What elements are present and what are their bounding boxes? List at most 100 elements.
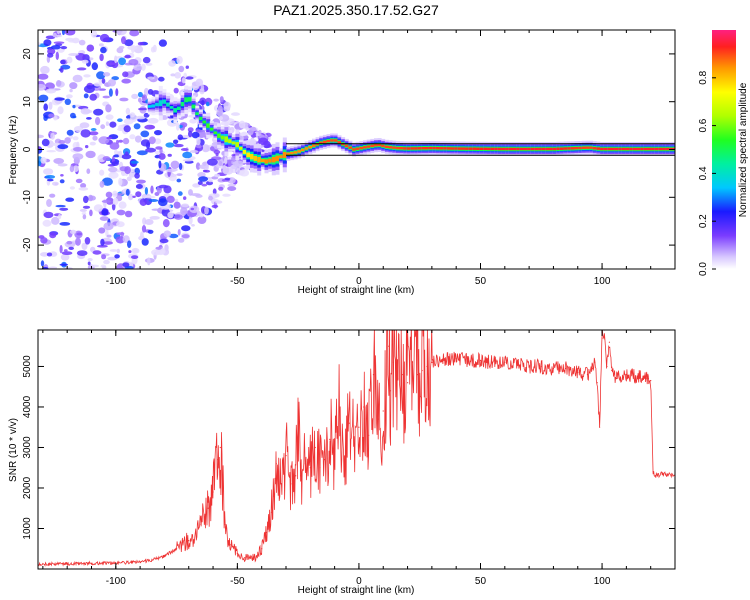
heatmap-cell (222, 193, 231, 197)
heatmap-cell (87, 261, 91, 266)
snr-point (334, 450, 336, 453)
heatmap-cell (177, 229, 181, 236)
heatmap-cell (552, 147, 557, 151)
snr-point (650, 380, 652, 382)
heatmap-cell (621, 147, 626, 151)
heatmap-cell (81, 212, 87, 215)
snr-y-tick-label: 3000 (22, 436, 33, 459)
snr-point (599, 426, 601, 428)
heatmap-cell (137, 91, 143, 98)
heatmap-cell (165, 142, 175, 148)
snr-point (416, 374, 418, 376)
heatmap-cell (177, 106, 181, 110)
snr-point (402, 374, 404, 376)
heatmap-cell (54, 97, 65, 101)
snr-x-tick-label: 0 (356, 576, 362, 587)
snr-series (38, 330, 675, 567)
heatmap-cell (417, 147, 422, 150)
heatmap-cell (88, 194, 94, 202)
heatmap-cell (133, 123, 141, 130)
snr-point (200, 523, 202, 526)
heatmap-cell (58, 213, 62, 220)
heatmap-cell (137, 41, 144, 46)
heatmap-cell (60, 46, 68, 50)
heatmap-cell (135, 184, 143, 189)
snr-point (329, 438, 331, 440)
heatmap-cell (147, 105, 152, 108)
snr-point (297, 414, 299, 416)
heatmap-cell (301, 148, 305, 152)
heatmap-cell (330, 139, 335, 142)
heatmap-cell (103, 259, 110, 265)
heatmap-cell (66, 129, 74, 136)
heatmap-cell (242, 150, 247, 154)
heatmap-cell (497, 147, 502, 151)
heatmap-cell (63, 249, 68, 252)
snr-point (275, 463, 277, 465)
heatmap-cell (45, 88, 57, 94)
heatmap-cell (112, 190, 118, 198)
heatmap-cell (151, 104, 156, 108)
heatmap-cell (59, 263, 69, 266)
heatmap-cell (38, 73, 49, 80)
heatmap-cell (80, 108, 91, 115)
heatmap-cell (188, 189, 193, 196)
snr-point (314, 446, 316, 449)
heatmap-cell (43, 211, 54, 219)
heatmap-cell (87, 258, 93, 262)
heatmap-cell (169, 106, 174, 109)
heatmap-cell (79, 208, 87, 212)
heatmap-cell (175, 122, 180, 131)
heatmap-cell (173, 87, 179, 94)
colorbar-tick-label: 0.4 (698, 166, 709, 180)
heatmap-cell (113, 154, 120, 158)
heatmap-cell (206, 101, 210, 107)
heatmap-cell (208, 179, 213, 183)
heatmap-cell (134, 167, 141, 175)
heatmap-cell (102, 95, 111, 99)
heatmap-cell (118, 177, 123, 186)
heatmap-cell (636, 147, 641, 151)
heatmap-cell (106, 136, 113, 140)
heatmap-cell (82, 214, 87, 220)
heatmap-cell (155, 146, 163, 150)
snr-point (611, 369, 613, 372)
heatmap-cell (212, 188, 217, 195)
snr-y-tick-label: 1000 (22, 517, 33, 540)
heatmap-cell (90, 128, 97, 131)
heatmap-cell (483, 147, 488, 150)
heatmap-cell (159, 238, 169, 244)
heatmap-cell (201, 144, 210, 153)
heatmap-cell (589, 146, 594, 149)
heatmap-cell (180, 148, 189, 151)
snr-point (368, 434, 370, 436)
colorbar: 0.0 0.2 0.4 0.6 0.8 Normalized spectral ampl… (698, 30, 749, 276)
heatmap-cell (80, 129, 91, 138)
heatmap-cell (81, 59, 89, 64)
heatmap-cell (66, 94, 73, 99)
heatmap-cell (101, 177, 113, 186)
heatmap-cell (178, 238, 185, 243)
heatmap-cell (83, 195, 89, 204)
heatmap-cell (103, 72, 111, 77)
heatmap-cell (121, 36, 126, 45)
colorbar-tick-label: 0.0 (698, 262, 709, 276)
snr-point (256, 556, 258, 558)
heatmap-cell (144, 219, 154, 225)
heatmap-cell (181, 203, 189, 208)
snr-point (261, 548, 263, 550)
snr-x-tick-label: -50 (230, 576, 245, 587)
snr-point (343, 463, 345, 465)
snr-point (411, 361, 413, 363)
heatmap-cell (93, 82, 102, 87)
heatmap-cell (151, 208, 161, 211)
heatmap-cell (600, 147, 605, 151)
snr-point (217, 459, 219, 461)
snr-point (616, 378, 618, 380)
heatmap-cell (326, 139, 331, 143)
heatmap-cell (201, 183, 208, 187)
heatmap-cell (384, 145, 389, 148)
heatmap-cell (647, 147, 652, 151)
snr-point (290, 483, 292, 485)
heatmap-cell (64, 30, 76, 36)
